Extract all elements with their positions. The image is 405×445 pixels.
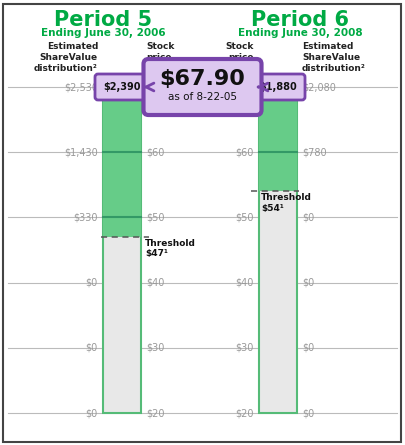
Bar — [259, 87, 297, 413]
Text: Threshold
$47¹: Threshold $47¹ — [145, 239, 196, 259]
Text: $1,880: $1,880 — [259, 82, 297, 92]
Bar — [103, 87, 141, 237]
Text: $330: $330 — [73, 212, 98, 222]
Text: $67.90: $67.90 — [160, 69, 245, 89]
Bar — [103, 87, 141, 413]
Text: $2,390: $2,390 — [103, 82, 141, 92]
Text: $0: $0 — [86, 408, 98, 418]
Text: Ending June 30, 2006: Ending June 30, 2006 — [40, 28, 165, 38]
Text: $0: $0 — [302, 343, 314, 353]
FancyBboxPatch shape — [251, 74, 305, 100]
Text: $0: $0 — [302, 408, 314, 418]
Text: Estimated
ShareValue
distribution²: Estimated ShareValue distribution² — [34, 42, 98, 73]
Text: $30: $30 — [236, 343, 254, 353]
Text: Stock
price: Stock price — [146, 42, 175, 62]
Text: $1,430: $1,430 — [64, 147, 98, 157]
Text: $0: $0 — [86, 278, 98, 287]
Text: $2,080: $2,080 — [302, 82, 336, 92]
Text: Estimated
ShareValue
distribution²: Estimated ShareValue distribution² — [302, 42, 366, 73]
Text: Period 5: Period 5 — [54, 10, 152, 30]
Text: $40: $40 — [146, 278, 164, 287]
Text: $40: $40 — [236, 278, 254, 287]
Text: $20: $20 — [146, 408, 164, 418]
Text: $30: $30 — [146, 343, 164, 353]
Text: $20: $20 — [235, 408, 254, 418]
Text: $50: $50 — [235, 212, 254, 222]
FancyBboxPatch shape — [95, 74, 149, 100]
Text: $780: $780 — [302, 147, 326, 157]
Text: Stock
price: Stock price — [226, 42, 254, 62]
Text: $0: $0 — [86, 343, 98, 353]
Text: $2,530: $2,530 — [64, 82, 98, 92]
Text: $50: $50 — [146, 212, 164, 222]
Text: $0: $0 — [302, 212, 314, 222]
Text: Threshold
$54¹: Threshold $54¹ — [261, 193, 312, 213]
FancyBboxPatch shape — [143, 59, 262, 115]
Text: $60: $60 — [146, 147, 164, 157]
Text: $0: $0 — [302, 278, 314, 287]
Text: Period 6: Period 6 — [251, 10, 349, 30]
Text: $60: $60 — [236, 147, 254, 157]
Bar — [259, 87, 297, 191]
Text: Ending June 30, 2008: Ending June 30, 2008 — [238, 28, 362, 38]
Text: as of 8-22-05: as of 8-22-05 — [168, 92, 237, 102]
Text: $70: $70 — [235, 82, 254, 92]
Text: $70: $70 — [146, 82, 164, 92]
